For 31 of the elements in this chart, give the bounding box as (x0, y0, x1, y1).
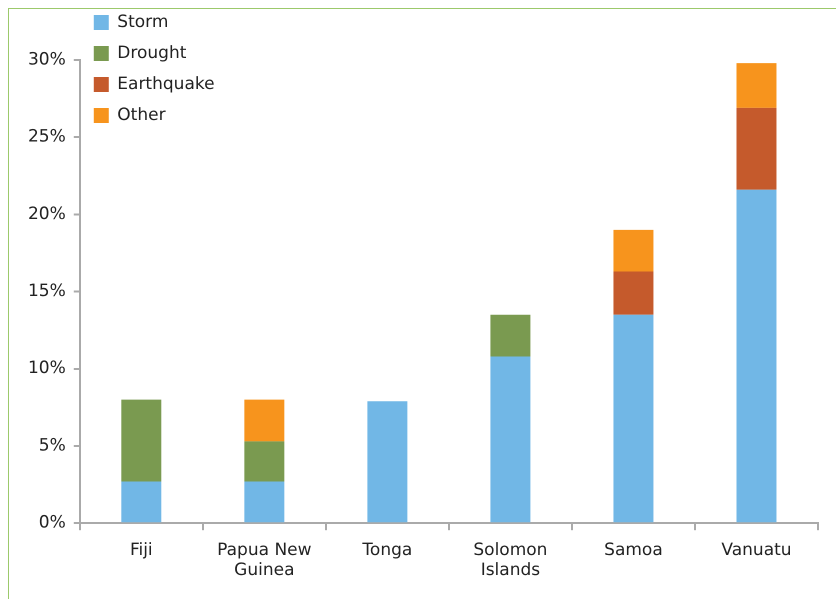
y-tick-label: 5% (38, 435, 66, 456)
bar (736, 63, 776, 108)
bar (490, 314, 530, 356)
x-tick-label: Papua New Guinea (217, 540, 312, 580)
x-tick-label: Tonga (361, 540, 412, 560)
y-tick-label: 0% (38, 512, 66, 533)
y-tick-label: 25% (28, 126, 66, 147)
bar (244, 400, 284, 442)
bar (121, 400, 162, 482)
bar (490, 356, 530, 522)
y-tick-label: 20% (28, 204, 66, 224)
bar (121, 482, 162, 522)
bar (613, 314, 654, 522)
bar (613, 272, 654, 315)
y-tick-label: 30% (28, 49, 66, 70)
bar (736, 190, 776, 522)
y-tick-label: 10% (28, 358, 66, 378)
x-tick-label: Vanuatu (721, 540, 792, 560)
x-tick-label: Solomon Islands (473, 540, 548, 580)
bar (613, 230, 654, 272)
bar (736, 108, 776, 190)
bar (244, 441, 284, 482)
y-tick-label: 15% (28, 281, 66, 302)
bar (244, 482, 284, 522)
legend-label: Storm (117, 12, 168, 32)
x-tick-label: Samoa (604, 540, 663, 560)
legend-label: Earthquake (117, 74, 215, 94)
x-tick-label: Fiji (130, 540, 153, 560)
bar (367, 401, 408, 522)
legend-label: Drought (117, 42, 187, 63)
legend-label: Other (117, 104, 166, 125)
